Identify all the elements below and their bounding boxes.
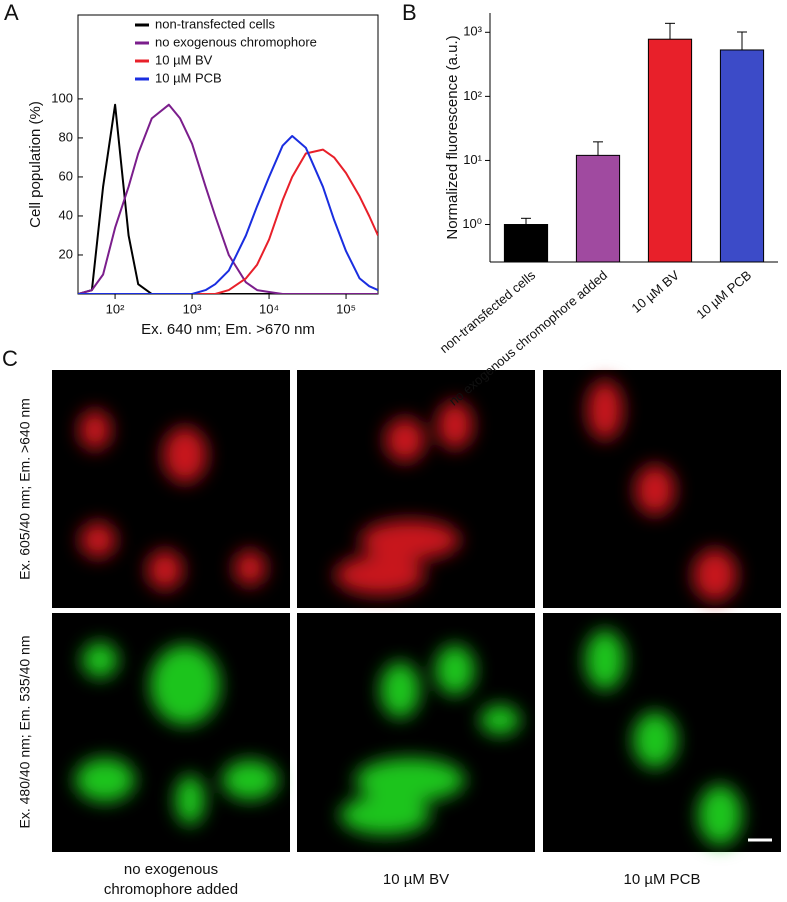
series-line xyxy=(78,135,378,294)
legend-label: non-transfected cells xyxy=(155,16,275,31)
bar xyxy=(647,38,693,263)
panel-label: A xyxy=(4,0,19,25)
bar xyxy=(575,154,621,263)
series-line xyxy=(78,103,378,294)
y-tick-label: 100 xyxy=(51,90,73,105)
column-label: 10 µM PCB xyxy=(624,871,701,888)
x-axis-label: Ex. 640 nm; Em. >670 nm xyxy=(141,321,315,338)
x-tick-label: 10 µM BV xyxy=(629,267,683,316)
column-label: 10 µM BV xyxy=(383,871,449,888)
cells xyxy=(75,630,742,845)
legend-label: 10 µM PCB xyxy=(155,70,222,85)
y-axis-label: Normalized fluorescence (a.u.) xyxy=(444,35,461,239)
micrographs xyxy=(52,370,781,852)
legend-label: 10 µM BV xyxy=(155,52,213,67)
x-tick-label: 10 µM PCB xyxy=(693,267,754,321)
y-tick-label: 10³ xyxy=(463,24,482,39)
row-label: Ex. 480/40 nm; Em. 535/40 nm xyxy=(17,636,33,829)
x-tick-label: 10⁴ xyxy=(259,301,279,316)
x-tick-label: 10² xyxy=(106,301,125,316)
y-tick-label: 10⁰ xyxy=(462,216,482,231)
column-label: chromophore added xyxy=(104,881,238,898)
panel-label: B xyxy=(402,0,417,25)
column-label: no exogenous xyxy=(124,861,218,878)
panel-label: C xyxy=(2,346,18,371)
x-tick-label: 10⁵ xyxy=(336,301,356,316)
y-axis-label: Cell population (%) xyxy=(27,101,44,228)
series-line xyxy=(78,103,378,294)
series-line xyxy=(78,148,378,294)
row-label: Ex. 605/40 nm; Em. >640 nm xyxy=(17,398,33,580)
y-tick-label: 80 xyxy=(59,129,73,144)
y-tick-label: 20 xyxy=(59,246,73,261)
cells xyxy=(79,380,737,601)
y-tick-label: 10² xyxy=(463,88,482,103)
y-tick-label: 10¹ xyxy=(463,152,482,167)
y-tick-label: 60 xyxy=(59,168,73,183)
bar xyxy=(719,49,765,263)
y-tick-label: 40 xyxy=(59,207,73,222)
legend-label: no exogenous chromophore xyxy=(155,34,317,49)
bar xyxy=(503,224,549,263)
x-tick-label: 10³ xyxy=(183,301,202,316)
